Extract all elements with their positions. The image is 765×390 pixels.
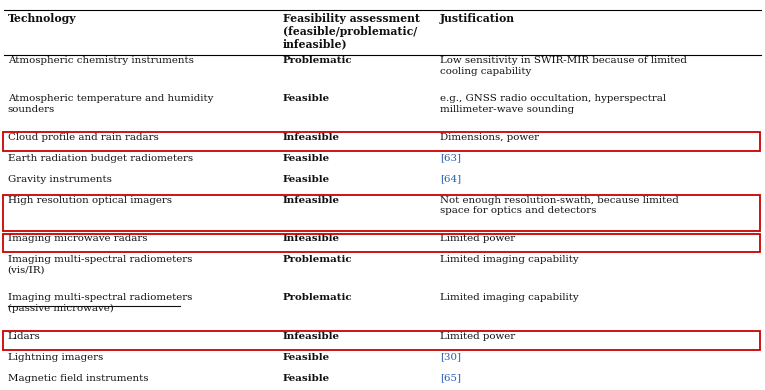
Text: [65]: [65]	[440, 374, 461, 383]
Text: Imaging multi-spectral radiometers
(passive microwave): Imaging multi-spectral radiometers (pass…	[8, 293, 192, 313]
Text: Feasible: Feasible	[283, 94, 330, 103]
Text: Not enough resolution-swath, because limited
space for optics and detectors: Not enough resolution-swath, because lim…	[440, 196, 679, 215]
Text: Lidars: Lidars	[8, 332, 41, 340]
Bar	[3, 331, 760, 350]
Text: Low sensitivity in SWIR-MIR because of limited
cooling capability: Low sensitivity in SWIR-MIR because of l…	[440, 56, 687, 76]
Text: Feasible: Feasible	[283, 154, 330, 163]
Text: Lightning imagers: Lightning imagers	[8, 353, 103, 362]
Bar	[3, 195, 760, 231]
Text: Imaging microwave radars: Imaging microwave radars	[8, 234, 147, 243]
Text: Infeasible: Infeasible	[283, 196, 340, 205]
Text: Problematic: Problematic	[283, 293, 353, 302]
Text: Limited imaging capability: Limited imaging capability	[440, 293, 578, 302]
Text: Infeasible: Infeasible	[283, 133, 340, 142]
Text: e.g., GNSS radio occultation, hyperspectral
millimeter-wave sounding: e.g., GNSS radio occultation, hyperspect…	[440, 94, 666, 114]
Text: Earth radiation budget radiometers: Earth radiation budget radiometers	[8, 154, 193, 163]
Text: [63]: [63]	[440, 154, 461, 163]
Text: Atmospheric temperature and humidity
sounders: Atmospheric temperature and humidity sou…	[8, 94, 213, 114]
Text: Atmospheric chemistry instruments: Atmospheric chemistry instruments	[8, 56, 194, 65]
Text: High resolution optical imagers: High resolution optical imagers	[8, 196, 171, 205]
Text: Limited imaging capability: Limited imaging capability	[440, 255, 578, 264]
Text: Problematic: Problematic	[283, 255, 353, 264]
Text: Feasibility assessment
(feasible/problematic/
infeasible): Feasibility assessment (feasible/problem…	[283, 13, 420, 50]
Text: Gravity instruments: Gravity instruments	[8, 175, 112, 184]
Text: Cloud profile and rain radars: Cloud profile and rain radars	[8, 133, 158, 142]
Bar	[3, 132, 760, 151]
Text: Magnetic field instruments: Magnetic field instruments	[8, 374, 148, 383]
Text: Feasible: Feasible	[283, 175, 330, 184]
Text: [30]: [30]	[440, 353, 461, 362]
Text: Feasible: Feasible	[283, 353, 330, 362]
Text: Infeasible: Infeasible	[283, 332, 340, 340]
Bar	[3, 234, 760, 252]
Text: Infeasible: Infeasible	[283, 234, 340, 243]
Text: Feasible: Feasible	[283, 374, 330, 383]
Text: Limited power: Limited power	[440, 332, 515, 340]
Text: Dimensions, power: Dimensions, power	[440, 133, 539, 142]
Text: Technology: Technology	[8, 13, 77, 24]
Text: Imaging multi-spectral radiometers
(vis/IR): Imaging multi-spectral radiometers (vis/…	[8, 255, 192, 275]
Text: Limited power: Limited power	[440, 234, 515, 243]
Text: Problematic: Problematic	[283, 56, 353, 65]
Text: [64]: [64]	[440, 175, 461, 184]
Text: Justification: Justification	[440, 13, 515, 24]
